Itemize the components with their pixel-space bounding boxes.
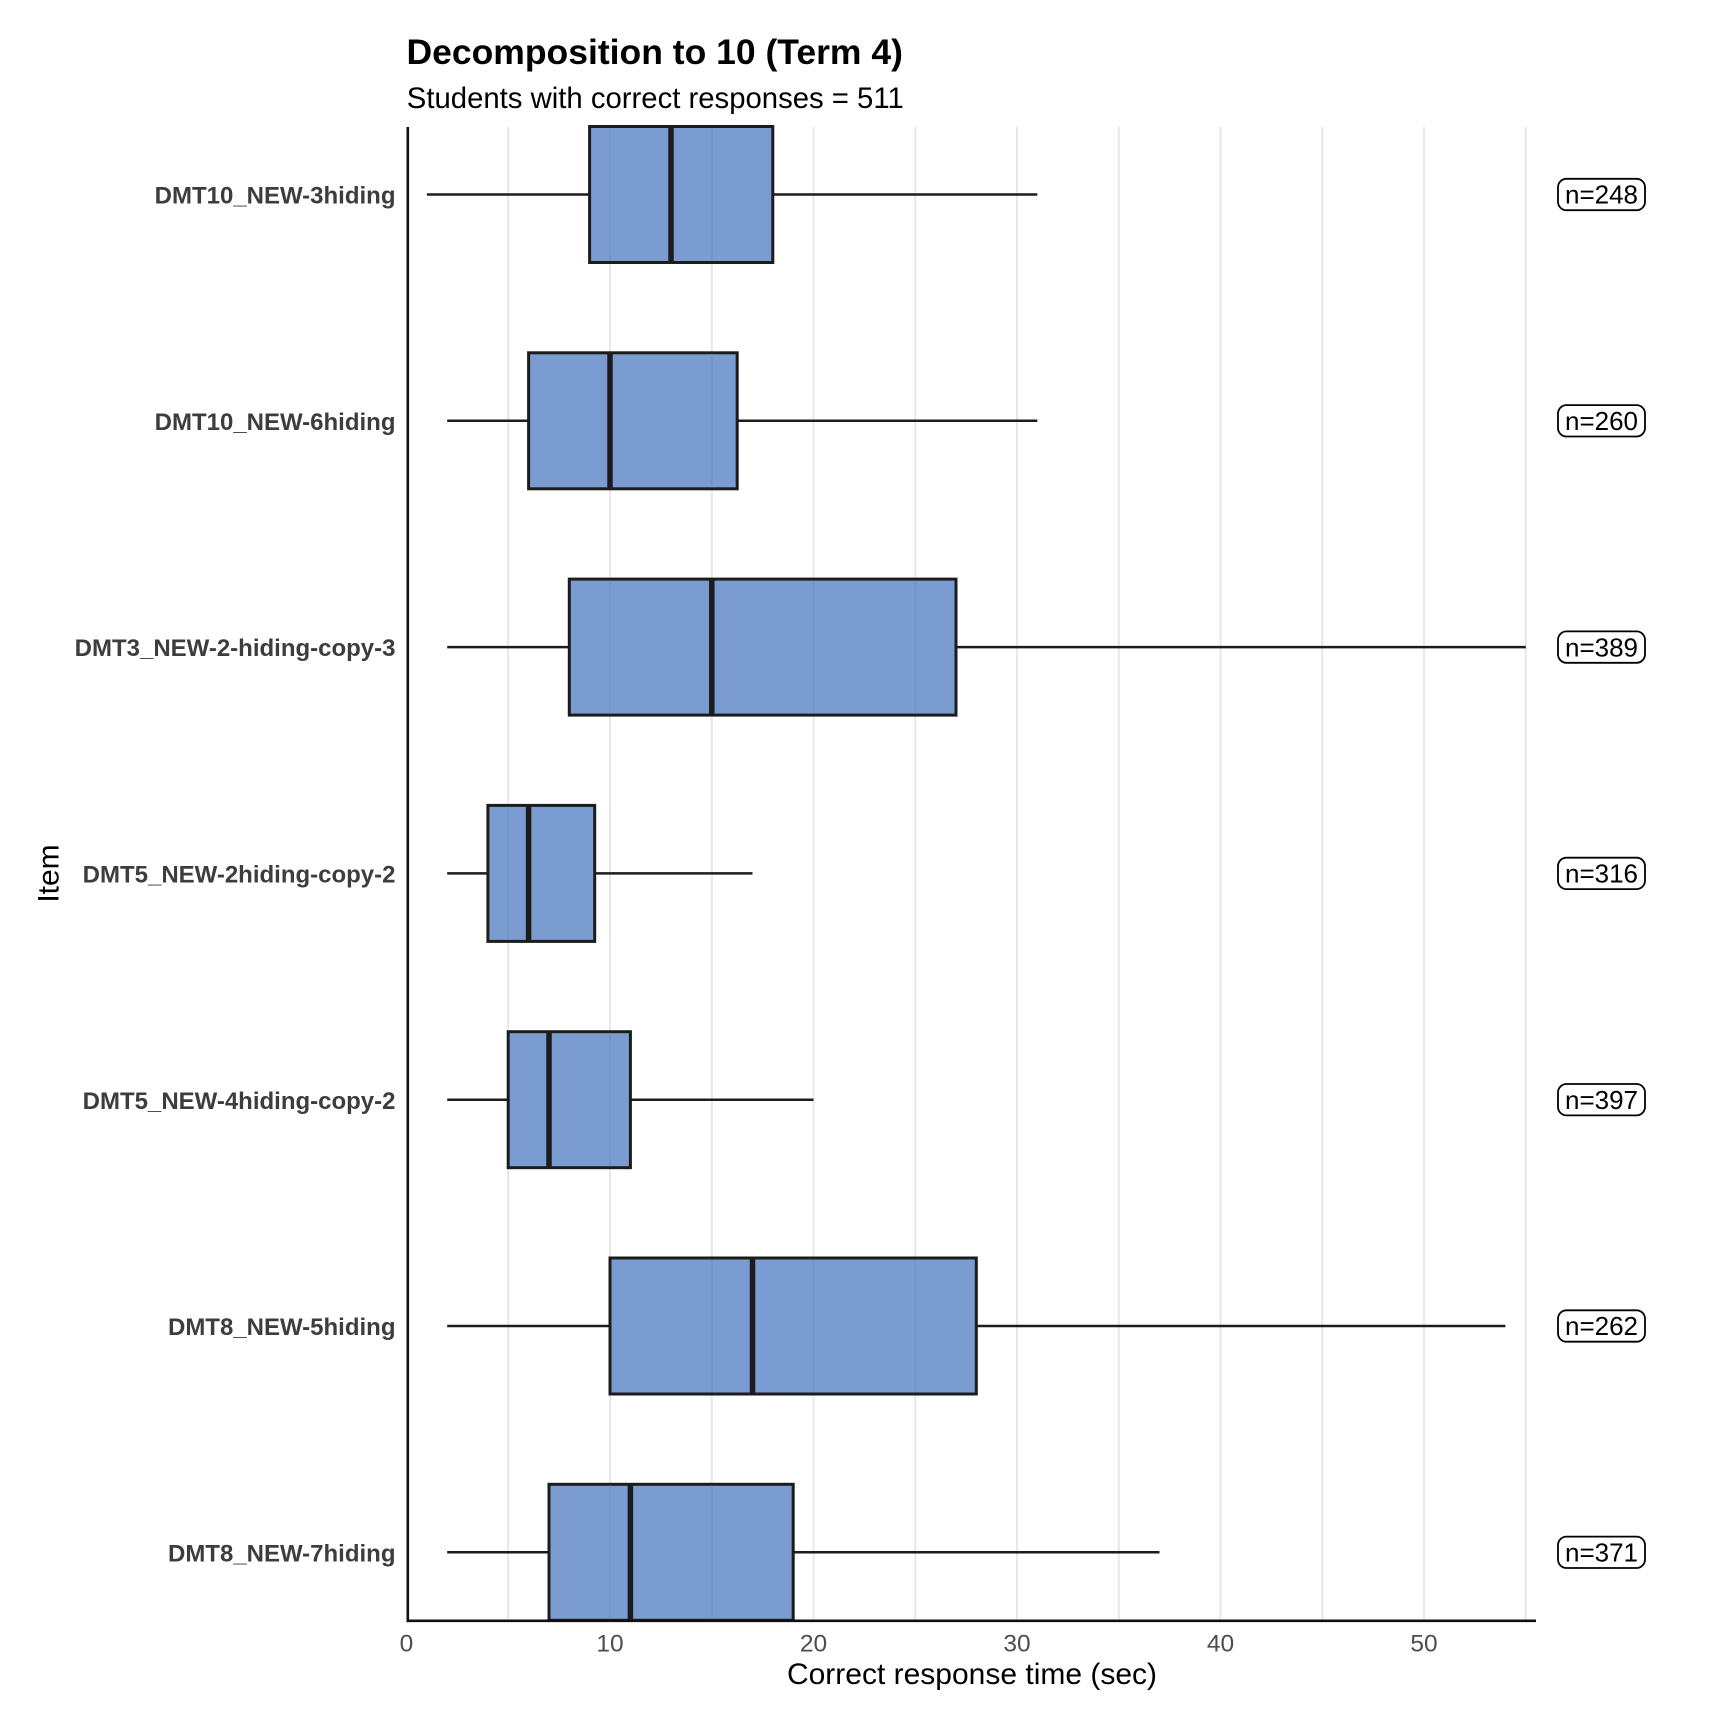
svg-text:DMT5_NEW-4hiding-copy-2: DMT5_NEW-4hiding-copy-2 [83, 1088, 396, 1115]
svg-text:DMT3_NEW-2-hiding-copy-3: DMT3_NEW-2-hiding-copy-3 [75, 635, 396, 662]
svg-text:30: 30 [1003, 1630, 1030, 1657]
svg-text:n=316: n=316 [1565, 859, 1638, 889]
svg-text:n=389: n=389 [1565, 632, 1638, 662]
svg-text:n=262: n=262 [1565, 1311, 1638, 1341]
svg-text:50: 50 [1410, 1630, 1437, 1657]
svg-text:n=260: n=260 [1565, 406, 1638, 436]
svg-text:DMT8_NEW-5hiding: DMT8_NEW-5hiding [168, 1314, 396, 1341]
svg-text:Decomposition to 10 (Term 4): Decomposition to 10 (Term 4) [407, 32, 903, 72]
svg-text:Item: Item [33, 844, 66, 902]
svg-text:DMT8_NEW-7hiding: DMT8_NEW-7hiding [168, 1540, 396, 1567]
svg-text:10: 10 [596, 1630, 623, 1657]
svg-text:0: 0 [400, 1630, 414, 1657]
svg-text:Correct response time (sec): Correct response time (sec) [787, 1658, 1157, 1691]
svg-text:DMT10_NEW-6hiding: DMT10_NEW-6hiding [155, 409, 396, 436]
svg-text:20: 20 [800, 1630, 827, 1657]
svg-text:n=248: n=248 [1565, 180, 1638, 210]
svg-text:DMT10_NEW-3hiding: DMT10_NEW-3hiding [155, 183, 396, 210]
svg-text:n=371: n=371 [1565, 1538, 1638, 1568]
svg-text:40: 40 [1207, 1630, 1234, 1657]
svg-text:n=397: n=397 [1565, 1085, 1638, 1115]
svg-text:DMT5_NEW-2hiding-copy-2: DMT5_NEW-2hiding-copy-2 [83, 862, 396, 889]
svg-text:Students with correct response: Students with correct responses = 511 [407, 82, 904, 115]
